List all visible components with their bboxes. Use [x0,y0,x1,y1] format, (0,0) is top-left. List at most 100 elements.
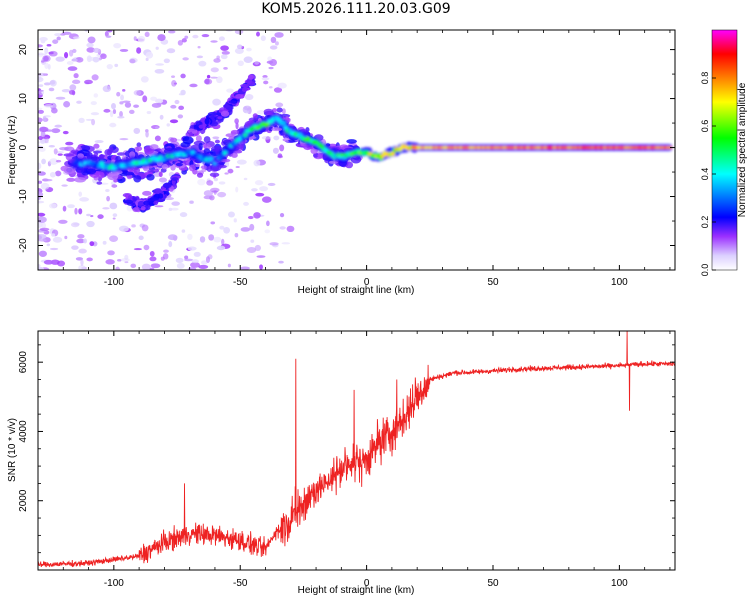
noise-speckle [109,122,117,128]
noise-speckle [107,30,113,33]
side-branch-blob [193,125,198,130]
noise-speckle [210,76,218,79]
spectrogram-xlabel: Height of straight line (km) [298,285,415,296]
noise-speckle [253,212,261,219]
noise-speckle [227,263,231,268]
noise-speckle [198,264,209,269]
noise-speckle [168,207,173,212]
noise-speckle [57,153,63,156]
side-branch-blob [210,114,215,120]
noise-speckle [181,229,186,233]
noise-speckle [38,117,43,123]
noise-speckle [250,239,255,243]
noise-speckle [68,90,76,95]
noise-speckle [260,35,266,42]
noise-speckle [74,207,78,215]
noise-speckle [38,221,43,228]
noise-speckle [203,195,213,200]
noise-speckle [210,187,220,193]
noise-speckle [262,75,268,79]
noise-speckle [38,250,47,257]
noise-speckle [158,177,167,183]
noise-speckle [38,141,41,144]
noise-speckle [89,241,95,247]
noise-speckle [272,147,279,154]
ridge-envelope [63,153,75,157]
noise-speckle [203,78,213,85]
noise-speckle [182,57,189,61]
side-branch-blob [124,199,134,204]
ridge-envelope [154,135,161,142]
ridge-envelope [233,150,243,154]
noise-speckle [120,94,124,101]
noise-speckle [67,66,78,71]
noise-speckle [133,90,142,96]
noise-speckle [216,245,226,251]
noise-speckle [64,235,68,240]
side-branch-blob [140,206,146,211]
noise-speckle [128,109,135,115]
noise-speckle [43,82,51,86]
ridge-envelope [195,163,201,168]
ridge-envelope [122,171,135,176]
ridge-core [222,150,228,156]
noise-speckle [240,227,251,232]
noise-speckle [178,105,185,111]
noise-speckle [237,60,244,67]
noise-speckle [261,77,270,81]
ridge-core [287,128,293,133]
ridge-envelope [204,144,211,150]
noise-speckle [157,34,166,42]
noise-speckle [221,50,230,55]
noise-speckle [51,128,61,134]
noise-speckle [220,45,229,51]
noise-speckle [146,110,152,115]
noise-speckle [61,184,68,187]
noise-speckle [164,197,175,201]
noise-speckle [68,49,74,57]
ridge-core [99,161,105,166]
colorbar-tick-label: 0.4 [700,168,710,181]
noise-speckle [112,109,117,114]
noise-speckle [227,168,234,174]
noise-speckle [144,31,150,37]
ridge-envelope [206,164,213,172]
noise-speckle [167,30,176,34]
noise-speckle [243,201,249,206]
noise-speckle [220,54,228,60]
noise-speckle [72,36,80,40]
noise-speckle [254,61,260,65]
noise-speckle [52,39,59,44]
noise-speckle [149,250,155,257]
noise-speckle [251,188,258,192]
ridge-envelope [345,161,354,169]
noise-speckle [190,262,201,268]
noise-speckle [53,148,58,155]
noise-speckle [69,84,77,91]
ridge-envelope [135,146,143,151]
spectrogram-ylabel: Frequency (Hz) [7,116,18,185]
noise-speckle [149,267,155,270]
noise-speckle [55,151,65,154]
noise-speckle [62,205,67,212]
noise-speckle [188,267,197,270]
noise-speckle [234,232,239,238]
noise-speckle [40,131,46,138]
noise-speckle [201,34,210,38]
y-tick-label: 6000 [18,351,29,374]
snr-panel: -100 -50 0 50 100 2000 4000 6000 Height of stra… [7,330,676,596]
noise-speckle [210,221,216,225]
colorbar-tick-label: 0.2 [700,216,710,229]
ridge-envelope [161,163,169,170]
noise-speckle [130,25,138,29]
side-branch-blob [137,200,146,208]
noise-speckle [259,186,269,192]
noise-speckle [234,30,244,35]
x-tick-label: 50 [487,578,499,589]
noise-speckle [275,102,284,108]
noise-speckle [51,233,56,237]
noise-speckle [196,55,204,59]
noise-speckle [112,213,118,218]
noise-speckle [38,53,47,56]
